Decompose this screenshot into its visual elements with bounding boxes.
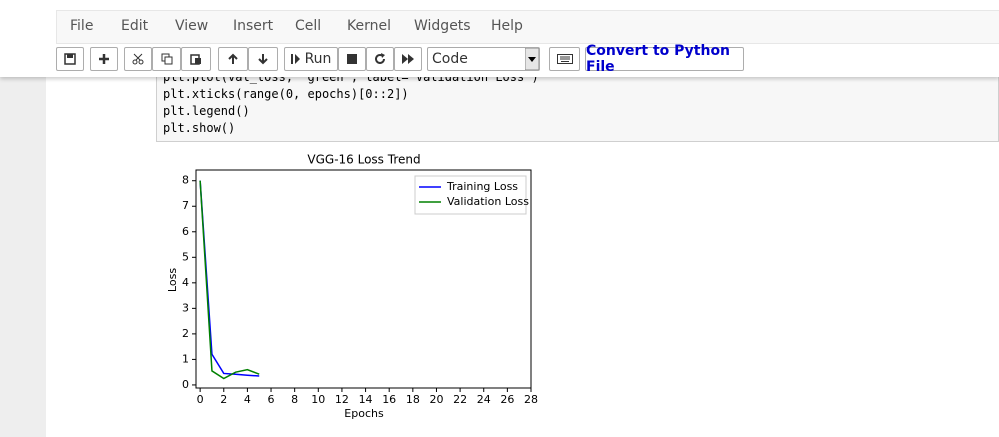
series-line <box>199 180 260 380</box>
x-tick-label: 6 <box>268 393 275 406</box>
y-tick-label: 6 <box>182 225 189 238</box>
x-tick-label: 26 <box>500 393 514 406</box>
series-line <box>199 180 260 377</box>
cell-type-select[interactable]: Code <box>427 47 540 71</box>
menu-item[interactable]: Insert <box>233 18 274 34</box>
x-tick-label: 20 <box>429 393 443 406</box>
x-tick-label: 10 <box>311 393 325 406</box>
paste-button[interactable] <box>181 47 211 71</box>
x-tick-label: 14 <box>359 393 373 406</box>
menu-item[interactable]: View <box>175 18 209 34</box>
convert-button[interactable]: Convert to Python File <box>585 43 744 75</box>
menu-item[interactable]: Edit <box>121 18 149 34</box>
save-button[interactable] <box>56 47 84 71</box>
run-label: Run <box>304 51 332 67</box>
move-up-button[interactable] <box>218 47 248 71</box>
y-tick-label: 3 <box>182 301 189 314</box>
y-tick-label: 5 <box>182 250 189 263</box>
menubar <box>56 10 999 44</box>
x-tick-label: 22 <box>453 393 467 406</box>
menu-item[interactable]: Widgets <box>414 18 471 34</box>
x-tick-label: 4 <box>244 393 251 406</box>
code-line: plt.xticks(range(0, epochs)[0::2]) <box>163 87 409 101</box>
x-tick-label: 0 <box>197 393 204 406</box>
y-axis-label: Loss <box>166 268 179 292</box>
legend-label: Validation Loss <box>447 195 529 208</box>
x-tick-label: 16 <box>382 393 396 406</box>
x-axis-label: Epochs <box>344 407 384 420</box>
y-tick-label: 2 <box>182 327 189 340</box>
y-tick-label: 1 <box>182 352 189 365</box>
menu-item[interactable]: Kernel <box>347 18 391 34</box>
menu-item[interactable]: File <box>70 18 94 34</box>
x-tick-label: 2 <box>220 393 227 406</box>
x-tick-label: 18 <box>406 393 420 406</box>
run-all-button[interactable] <box>394 47 422 71</box>
code-line: plt.show() <box>163 121 236 135</box>
keyboard-button[interactable] <box>549 47 580 71</box>
insert-button[interactable] <box>90 47 118 71</box>
run-button[interactable]: Run <box>284 47 338 71</box>
menu-item[interactable]: Help <box>491 18 523 34</box>
chart-title: VGG-16 Loss Trend <box>307 153 420 167</box>
x-tick-label: 24 <box>477 393 491 406</box>
legend-label: Training Loss <box>446 180 518 193</box>
move-down-button[interactable] <box>248 47 278 71</box>
y-tick-label: 0 <box>182 378 189 391</box>
restart-button[interactable] <box>366 47 394 71</box>
header: File Edit View Insert Cell Kernel Widget… <box>0 0 999 77</box>
x-tick-label: 28 <box>524 393 538 406</box>
y-tick-label: 7 <box>182 199 189 212</box>
copy-button[interactable] <box>152 47 181 71</box>
y-tick-label: 8 <box>182 174 189 187</box>
x-tick-label: 12 <box>335 393 349 406</box>
x-tick-label: 8 <box>291 393 298 406</box>
cell-type-label: Code <box>432 51 468 67</box>
legend-box <box>414 175 527 215</box>
code-line: plt.legend() <box>163 104 250 118</box>
cut-button[interactable] <box>124 47 152 71</box>
menu-item[interactable]: Cell <box>295 18 322 34</box>
stop-button[interactable] <box>338 47 366 71</box>
y-tick-label: 4 <box>182 276 189 289</box>
